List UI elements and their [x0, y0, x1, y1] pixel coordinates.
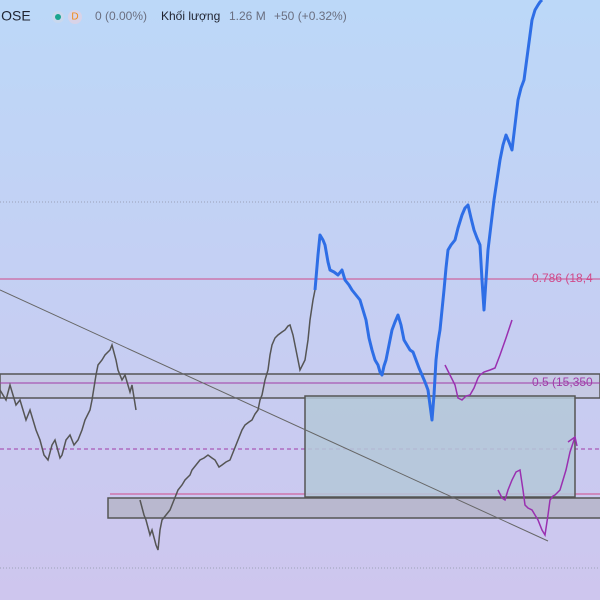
- interval-badge: [68, 10, 82, 24]
- exchange: HOSE: [0, 8, 31, 24]
- price-history: [139, 289, 316, 551]
- projection-path: [497, 436, 576, 538]
- projection-path: [444, 319, 513, 401]
- fib-label: 0.786 (18,4: [532, 271, 593, 285]
- fib-label: 0.5 (15,350: [532, 375, 593, 389]
- lower-zone: [107, 497, 600, 519]
- volume-label: Khối lượng: [161, 9, 220, 23]
- projection-arrowhead: [567, 435, 578, 447]
- volume-change: +50 (+0.32%): [274, 9, 347, 23]
- interval: D: [71, 12, 78, 23]
- price-recent: [313, 0, 544, 422]
- target-box: [304, 395, 576, 498]
- support-zone: [0, 373, 600, 399]
- trend-line: [0, 289, 549, 542]
- price-change: 0 (0.00%): [95, 9, 147, 23]
- price-history: [0, 342, 137, 462]
- market-status-dot: [55, 14, 61, 20]
- volume-value: 1.26 M: [229, 9, 266, 23]
